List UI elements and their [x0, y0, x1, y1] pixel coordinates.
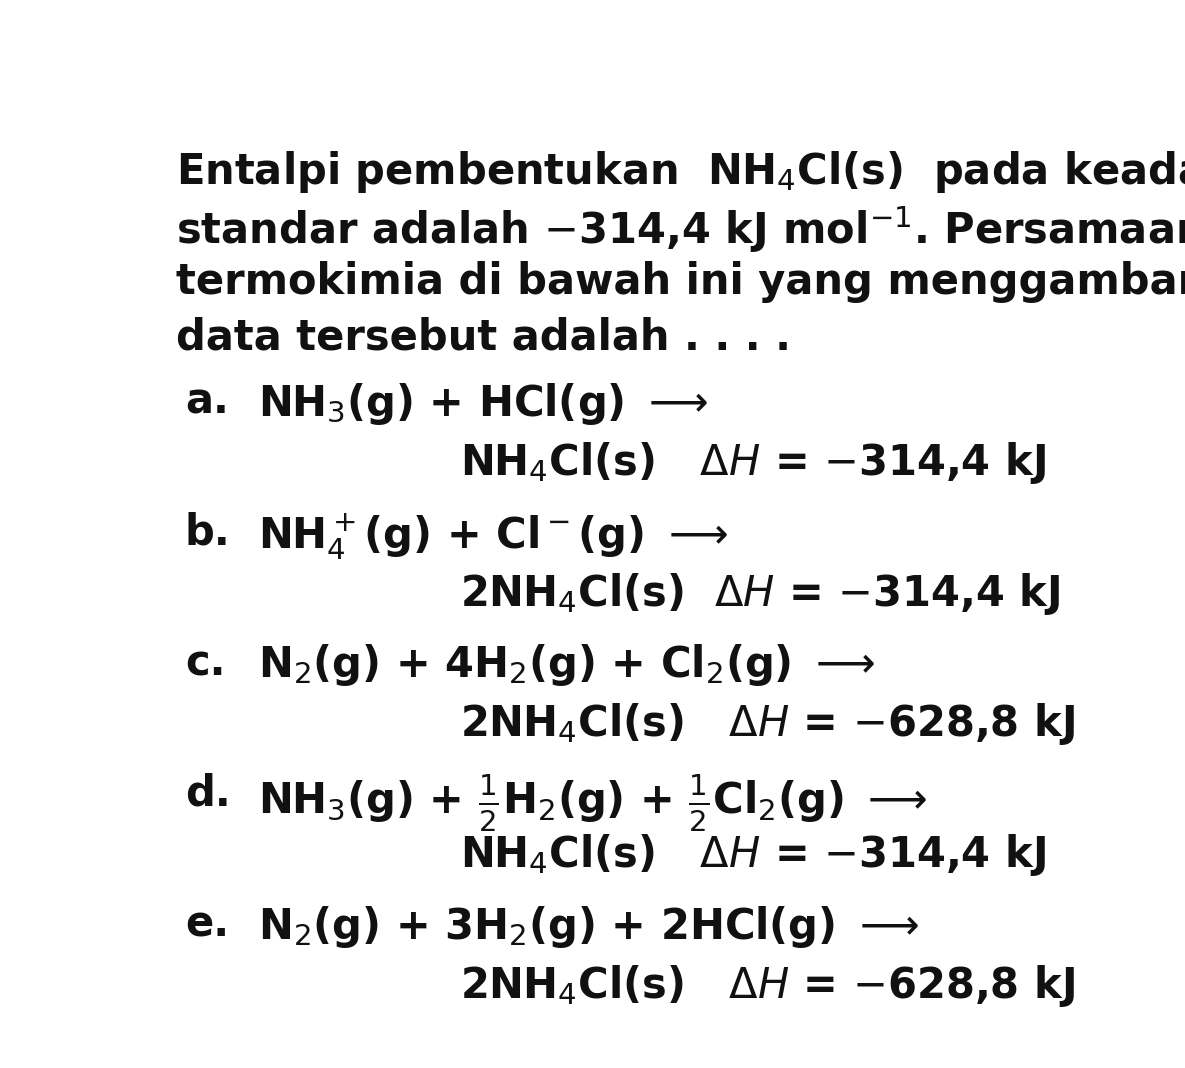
Text: N$_2$(g) + 4H$_2$(g) + Cl$_2$(g) $\longrightarrow$: N$_2$(g) + 4H$_2$(g) + Cl$_2$(g) $\longr…	[258, 642, 876, 688]
Text: 2NH$_4$Cl(s)  $\Delta$$\mathit{H}$ = $-$314,4 kJ: 2NH$_4$Cl(s) $\Delta$$\mathit{H}$ = $-$3…	[460, 570, 1061, 616]
Text: standar adalah $-$314,4 kJ mol$^{-1}$. Persamaan: standar adalah $-$314,4 kJ mol$^{-1}$. P…	[175, 205, 1185, 255]
Text: NH$_3$(g) + HCl(g) $\longrightarrow$: NH$_3$(g) + HCl(g) $\longrightarrow$	[258, 380, 709, 426]
Text: NH$_4^+$(g) + Cl$^-$(g) $\longrightarrow$: NH$_4^+$(g) + Cl$^-$(g) $\longrightarrow…	[258, 512, 728, 562]
Text: a.: a.	[185, 380, 229, 423]
Text: c.: c.	[185, 642, 225, 685]
Text: 2NH$_4$Cl(s)   $\Delta$$\mathit{H}$ = $-$628,8 kJ: 2NH$_4$Cl(s) $\Delta$$\mathit{H}$ = $-$6…	[460, 963, 1075, 1009]
Text: Entalpi pembentukan  NH$_4$Cl(s)  pada keadaan: Entalpi pembentukan NH$_4$Cl(s) pada kea…	[175, 148, 1185, 194]
Text: data tersebut adalah . . . .: data tersebut adalah . . . .	[175, 316, 790, 359]
Text: d.: d.	[185, 773, 231, 815]
Text: NH$_4$Cl(s)   $\Delta$$\mathit{H}$ = $-$314,4 kJ: NH$_4$Cl(s) $\Delta$$\mathit{H}$ = $-$31…	[460, 440, 1046, 486]
Text: NH$_3$(g) + $\frac{1}{2}$H$_2$(g) + $\frac{1}{2}$Cl$_2$(g) $\longrightarrow$: NH$_3$(g) + $\frac{1}{2}$H$_2$(g) + $\fr…	[258, 773, 928, 834]
Text: NH$_4$Cl(s)   $\Delta$$\mathit{H}$ = $-$314,4 kJ: NH$_4$Cl(s) $\Delta$$\mathit{H}$ = $-$31…	[460, 832, 1046, 878]
Text: b.: b.	[185, 512, 231, 553]
Text: 2NH$_4$Cl(s)   $\Delta$$\mathit{H}$ = $-$628,8 kJ: 2NH$_4$Cl(s) $\Delta$$\mathit{H}$ = $-$6…	[460, 702, 1075, 748]
Text: termokimia di bawah ini yang menggambarkan: termokimia di bawah ini yang menggambark…	[175, 261, 1185, 302]
Text: e.: e.	[185, 904, 229, 945]
Text: N$_2$(g) + 3H$_2$(g) + 2HCl(g) $\longrightarrow$: N$_2$(g) + 3H$_2$(g) + 2HCl(g) $\longrig…	[258, 904, 920, 949]
